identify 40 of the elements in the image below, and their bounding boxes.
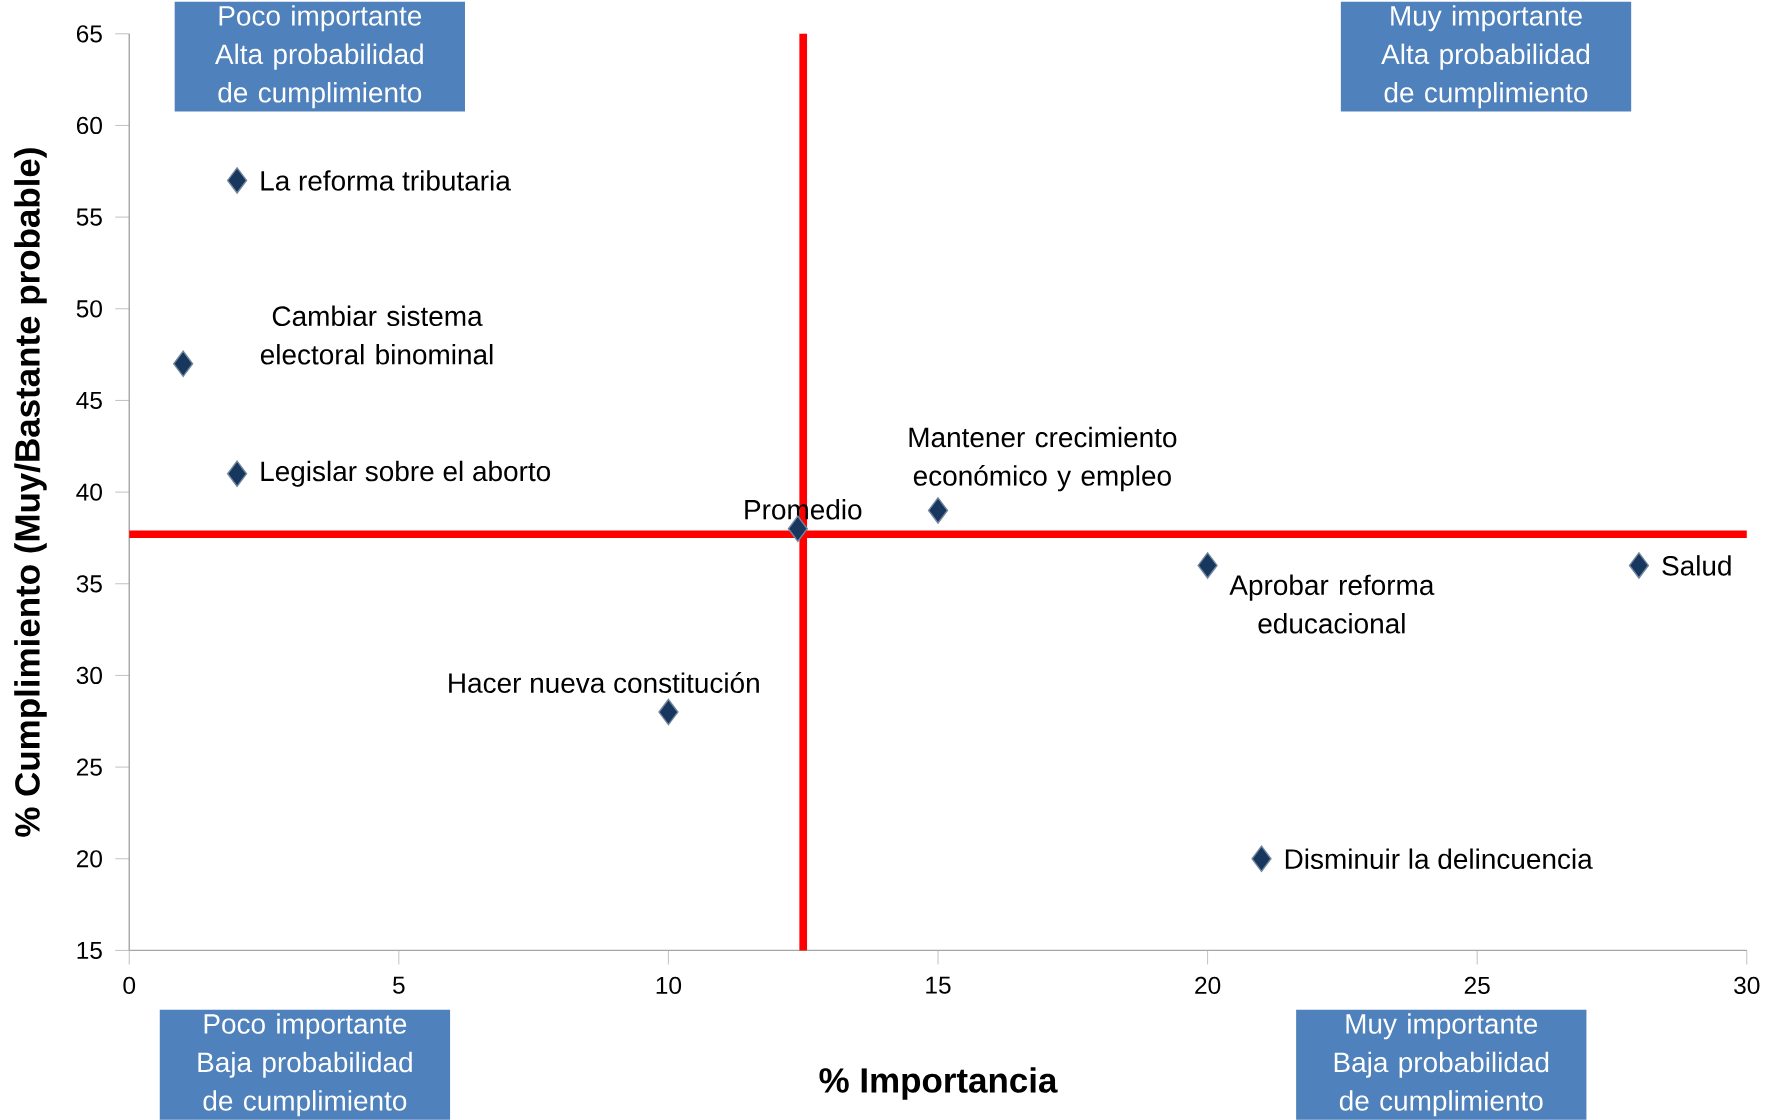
text: Muy importante Baja probabilidad de cumplimiento <box>1334 1013 1549 1117</box>
annotation: La reforma tributaria <box>261 169 511 191</box>
annotation: Aprobar reforma educacional <box>1229 574 1435 634</box>
y-tick-label: 20 <box>76 849 102 868</box>
annotation: Salud <box>1662 554 1731 576</box>
text: Poco importante Baja probabilidad de cumplimiento <box>198 1013 412 1117</box>
annotation: Cambiar sistema electoral binominal <box>260 305 493 365</box>
y-tick-label: 15 <box>77 941 102 959</box>
point <box>658 698 679 726</box>
annotation: Legislar sobre el aborto <box>261 460 551 487</box>
y-tick-label: 50 <box>76 299 102 318</box>
point <box>1251 845 1272 872</box>
y-tick-label: 30 <box>76 666 102 684</box>
y-tick-label: 65 <box>76 24 102 43</box>
x-tick-label: 30 <box>1734 976 1760 994</box>
y-tick-label: 45 <box>76 391 102 409</box>
annotation: Poco importante Alta probabilidad de cumplimiento <box>214 4 423 108</box>
y-tick-label: 40 <box>76 483 102 501</box>
y-tick-label: 55 <box>76 208 102 226</box>
x-tick-label: 5 <box>393 976 405 994</box>
point <box>226 460 248 487</box>
annotation: Hacer nueva constitución <box>449 671 759 693</box>
y-tick-label: 60 <box>76 116 102 134</box>
y-tick-label: 25 <box>76 758 102 776</box>
annotation: Mantener crecimiento económico y empleo <box>909 426 1177 492</box>
x-axis-title: % Importancia <box>819 1066 1058 1100</box>
y-axis-title: % Cumplimiento (Muy/Bastante probable) <box>14 148 47 837</box>
point <box>1628 551 1650 579</box>
y-tick-label: 35 <box>76 574 102 593</box>
point <box>226 166 248 194</box>
point <box>1197 551 1218 579</box>
annotation: Muy importante Alta probabilidad de cumplimiento <box>1381 4 1590 108</box>
annotation: Disminuir la delincuencia <box>1285 848 1593 869</box>
x-tick-label: 0 <box>123 976 136 994</box>
x-tick-label: 25 <box>1464 976 1490 994</box>
point <box>927 496 949 524</box>
x-tick-label: 10 <box>656 976 682 994</box>
point <box>173 350 194 377</box>
x-tick-label: 20 <box>1195 976 1221 994</box>
x-tick-label: 15 <box>926 976 951 994</box>
